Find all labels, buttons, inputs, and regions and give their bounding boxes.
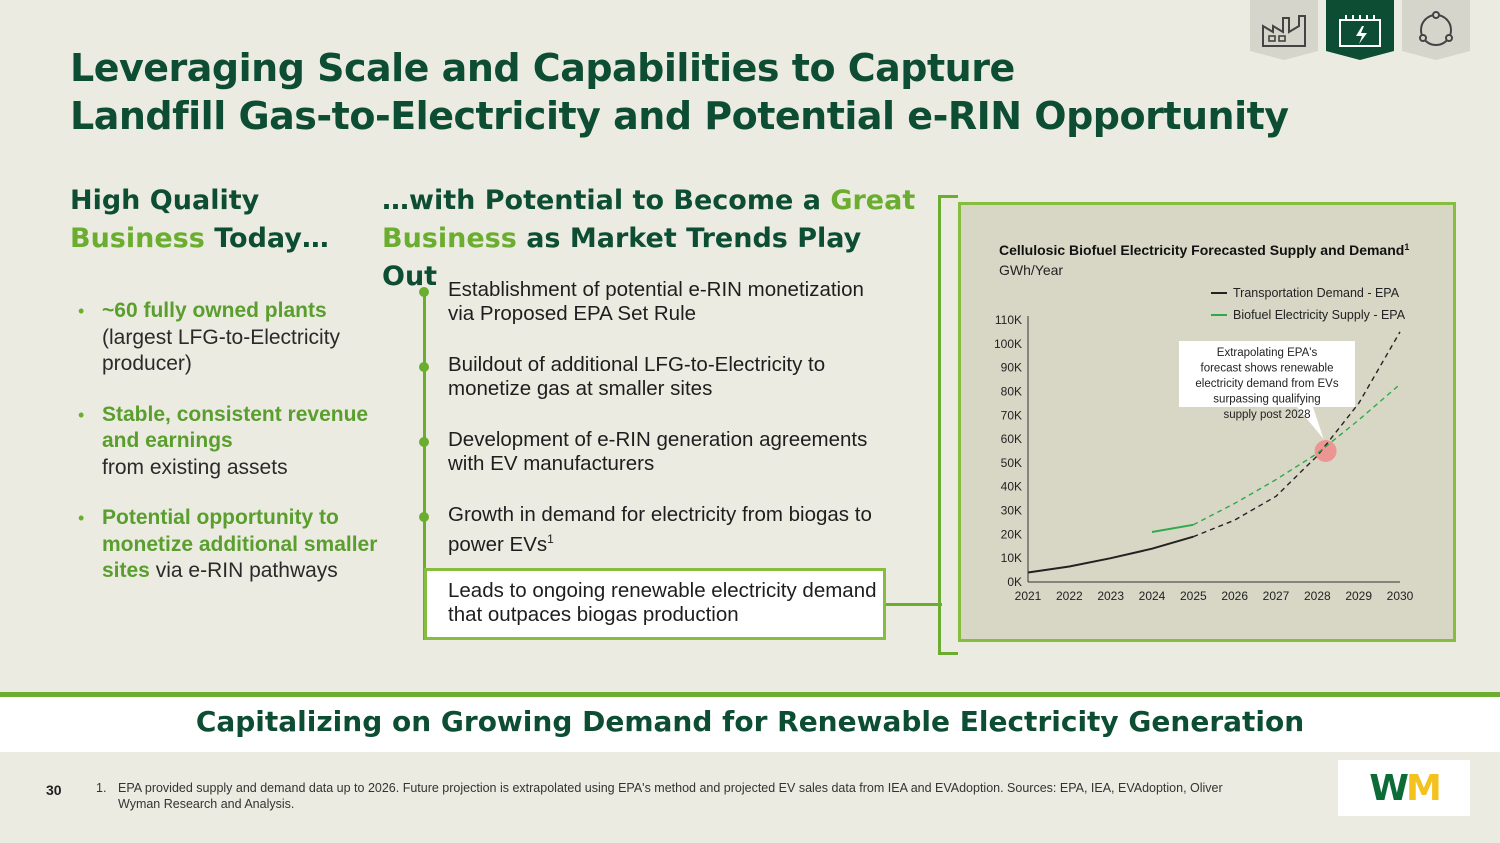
bullet-text: (largest LFG-to-Electricity producer) xyxy=(102,325,341,376)
chart-panel: Cellulosic Biofuel Electricity Forecaste… xyxy=(958,202,1456,642)
y-tick-label: 80K xyxy=(1001,384,1022,398)
power-plant-icon xyxy=(1339,15,1381,47)
cycle-tab[interactable] xyxy=(1402,0,1470,60)
left-heading: High Quality Business Today… xyxy=(70,182,370,258)
middle-heading-part1: …with Potential to Become a xyxy=(382,185,831,216)
chart-title: Cellulosic Biofuel Electricity Forecaste… xyxy=(999,242,1409,258)
bullet-highlight: Potential opportunity to monetize additi… xyxy=(102,506,378,582)
x-tick-label: 2024 xyxy=(1139,589,1166,603)
annotation-pointer xyxy=(1297,407,1324,439)
annotation-text: electricity demand from EVs xyxy=(1195,378,1338,390)
annotation-box xyxy=(1179,341,1355,407)
legend-label: Transportation Demand - EPA xyxy=(1233,286,1400,300)
footnote-ref: 1 xyxy=(547,532,554,546)
y-tick-label: 90K xyxy=(1001,361,1022,375)
annotation-text: forecast shows renewable xyxy=(1201,363,1334,375)
factory-icon xyxy=(1262,15,1306,47)
footnote-number: 1. xyxy=(96,781,107,795)
logo-text: WM xyxy=(1369,767,1442,809)
x-tick-label: 2029 xyxy=(1345,589,1372,603)
left-heading-rest: Today… xyxy=(204,223,329,254)
left-heading-line1: High Quality xyxy=(70,185,260,216)
crossover-marker xyxy=(1314,440,1337,462)
x-tick-label: 2026 xyxy=(1221,589,1248,603)
line-chart: Cellulosic Biofuel Electricity Forecaste… xyxy=(994,242,1414,603)
highlight-box xyxy=(424,568,886,640)
left-bullet-item: ~60 fully owned plants (largest LFG-to-E… xyxy=(78,298,378,378)
chart-title-sup: 1 xyxy=(1404,242,1409,252)
timeline-dot xyxy=(419,362,429,372)
cycle-icon xyxy=(1419,11,1453,46)
left-bullet-item: Potential opportunity to monetize additi… xyxy=(78,505,378,585)
bottom-banner: Capitalizing on Growing Demand for Renew… xyxy=(0,692,1500,752)
y-tick-label: 100K xyxy=(994,337,1022,351)
timeline-dot xyxy=(419,512,429,522)
y-tick-label: 50K xyxy=(1001,456,1022,470)
timeline-dot xyxy=(419,287,429,297)
x-tick-label: 2027 xyxy=(1263,589,1290,603)
annotation-text: supply post 2028 xyxy=(1224,409,1311,421)
timeline-item-text: Growth in demand for electricity from bi… xyxy=(448,503,872,556)
factory-tab[interactable] xyxy=(1250,0,1318,60)
page-title-line1: Leveraging Scale and Capabilities to Cap… xyxy=(70,46,1015,90)
legend-label: Biofuel Electricity Supply - EPA xyxy=(1233,308,1406,322)
bullet-highlight: ~60 fully owned plants xyxy=(102,299,327,322)
banner-text: Capitalizing on Growing Demand for Renew… xyxy=(195,705,1305,738)
x-tick-label: 2025 xyxy=(1180,589,1207,603)
annotation-text: Extrapolating EPA's xyxy=(1217,347,1318,359)
bullet-highlight: Stable, consistent revenue and earnings xyxy=(102,402,369,453)
bullet-text: from existing assets xyxy=(102,455,288,479)
series-line-actual xyxy=(1151,523,1194,533)
y-tick-label: 40K xyxy=(1001,480,1022,494)
timeline xyxy=(420,284,428,640)
footnote: 1. EPA provided supply and demand data u… xyxy=(96,781,1266,812)
series-line-projected xyxy=(1192,383,1401,526)
middle-heading-part2: as Market Trends Play Out xyxy=(382,223,862,292)
timeline-item: Growth in demand for electricity from bi… xyxy=(448,503,888,557)
y-tick-label: 110K xyxy=(995,313,1022,327)
wm-logo: WM xyxy=(1338,760,1470,816)
annotation-text: surpassing qualifying xyxy=(1213,394,1320,406)
y-tick-label: 60K xyxy=(1001,432,1022,446)
left-bullet-list: ~60 fully owned plants (largest LFG-to-E… xyxy=(78,298,378,609)
page-title: Leveraging Scale and Capabilities to Cap… xyxy=(70,44,1290,140)
footnote-text: EPA provided supply and demand data up t… xyxy=(118,781,1223,811)
left-heading-green: Business xyxy=(70,223,205,254)
logo-m: M xyxy=(1405,767,1442,809)
logo-w: W xyxy=(1369,767,1409,809)
middle-heading-green1: Great xyxy=(830,185,916,216)
page-title-line2: Landfill Gas-to-Electricity and Potentia… xyxy=(70,94,1289,138)
left-bullet-item: Stable, consistent revenue and earnings … xyxy=(78,402,378,482)
x-tick-label: 2023 xyxy=(1097,589,1124,603)
y-tick-label: 20K xyxy=(1001,527,1022,541)
y-tick-label: 70K xyxy=(1001,408,1022,422)
timeline-dot xyxy=(419,437,429,447)
timeline-item: Establishment of potential e-RIN monetiz… xyxy=(448,278,864,325)
y-axis-unit: GWh/Year xyxy=(999,262,1063,278)
timeline-line xyxy=(423,290,426,640)
power-plant-tab[interactable] xyxy=(1326,0,1394,60)
x-tick-label: 2028 xyxy=(1304,589,1331,603)
timeline-item: Development of e-RIN generation agreemen… xyxy=(448,428,868,475)
middle-heading-green2: Business xyxy=(382,223,517,254)
y-tick-label: 10K xyxy=(1001,551,1022,565)
bullet-text: via e-RIN pathways xyxy=(155,559,338,582)
series-line-actual xyxy=(1027,535,1194,574)
y-tick-label: 30K xyxy=(1001,504,1022,518)
header-icon-tabs xyxy=(1250,0,1470,60)
page-number: 30 xyxy=(46,782,62,798)
x-tick-label: 2022 xyxy=(1056,589,1083,603)
chart-bracket xyxy=(938,195,958,655)
series-line-projected xyxy=(1193,331,1401,538)
x-tick-label: 2021 xyxy=(1015,589,1042,603)
timeline-item-highlight: Leads to ongoing renewable electricity d… xyxy=(448,579,877,626)
y-tick-label: 0K xyxy=(1007,575,1022,589)
connector-line xyxy=(886,603,942,606)
timeline-item: Buildout of additional LFG-to-Electricit… xyxy=(448,353,826,400)
middle-heading: …with Potential to Become a Great Busine… xyxy=(382,182,922,296)
x-tick-label: 2030 xyxy=(1387,589,1414,603)
